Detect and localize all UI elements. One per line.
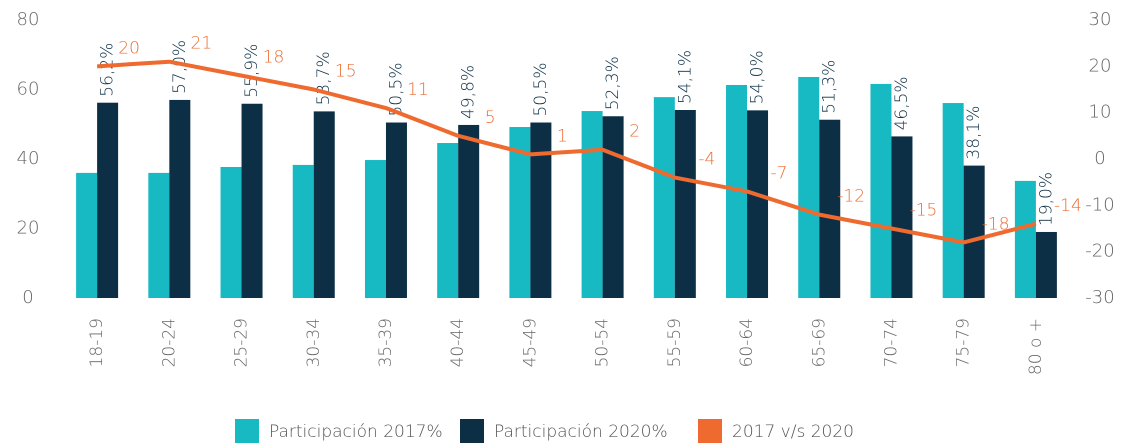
x-tick-label: 20-24 bbox=[159, 318, 179, 367]
bar bbox=[458, 124, 480, 298]
y2-tick-label: -30 bbox=[1085, 287, 1114, 308]
bar bbox=[942, 103, 964, 299]
x-tick-label: 45-49 bbox=[520, 318, 540, 367]
data-label: -15 bbox=[910, 201, 938, 221]
legend-swatch bbox=[235, 419, 259, 443]
legend-label: 2017 v/s 2020 bbox=[732, 422, 854, 442]
data-label: 21 bbox=[191, 34, 213, 54]
x-tick-label: 60-64 bbox=[737, 318, 757, 367]
x-tick-label: 25-29 bbox=[232, 318, 252, 367]
data-label: 18 bbox=[263, 48, 285, 68]
legend-label: Participación 2017% bbox=[269, 422, 443, 442]
data-label: 38,1% bbox=[964, 106, 984, 160]
bar bbox=[819, 119, 841, 298]
bar bbox=[76, 172, 98, 298]
bar bbox=[963, 165, 985, 298]
legend-swatch bbox=[698, 419, 722, 443]
data-label: 15 bbox=[335, 62, 357, 82]
x-tick-label: 18-19 bbox=[87, 318, 107, 367]
bar bbox=[798, 76, 820, 299]
data-label: -14 bbox=[1054, 196, 1082, 216]
data-label: 49,8% bbox=[459, 65, 479, 119]
bar bbox=[169, 99, 191, 298]
x-tick-label: 70-74 bbox=[881, 318, 901, 367]
y2-tick-label: -20 bbox=[1085, 241, 1114, 262]
bar bbox=[726, 84, 748, 298]
line bbox=[96, 59, 1037, 245]
bar bbox=[747, 110, 769, 298]
bar bbox=[674, 110, 696, 298]
data-label: 20 bbox=[118, 38, 140, 58]
legend-swatch bbox=[460, 419, 484, 443]
data-label: 53,7% bbox=[314, 51, 334, 105]
data-label: 55,9% bbox=[242, 44, 262, 98]
data-label: -4 bbox=[698, 150, 715, 170]
data-label: -12 bbox=[837, 187, 865, 207]
legend-label: Participación 2020% bbox=[494, 422, 668, 442]
data-label: 19,0% bbox=[1036, 172, 1056, 226]
data-label: 57,0% bbox=[170, 40, 190, 94]
data-label: -18 bbox=[982, 214, 1010, 234]
bar bbox=[148, 172, 170, 298]
x-tick-label: 35-39 bbox=[376, 318, 396, 367]
bar bbox=[602, 116, 624, 298]
bar bbox=[509, 127, 531, 298]
bar bbox=[97, 102, 119, 298]
x-tick-label: 65-69 bbox=[809, 318, 829, 367]
data-label: 50,5% bbox=[386, 62, 406, 116]
y-tick-label: 0 bbox=[22, 287, 33, 308]
y2-tick-label: 20 bbox=[1089, 55, 1112, 76]
bar bbox=[870, 83, 892, 298]
data-label: 1 bbox=[557, 126, 568, 146]
y2-tick-label: -10 bbox=[1085, 194, 1114, 215]
data-label: 51,3% bbox=[820, 60, 840, 114]
data-label: 5 bbox=[485, 108, 496, 128]
bar bbox=[530, 122, 552, 298]
data-label: 54,0% bbox=[748, 50, 768, 104]
data-label: 54,1% bbox=[675, 50, 695, 104]
bar bbox=[1014, 180, 1036, 298]
y2-tick-label: 0 bbox=[1094, 148, 1105, 169]
bar bbox=[581, 111, 603, 298]
data-label: -7 bbox=[771, 163, 788, 183]
bar bbox=[241, 103, 263, 298]
data-label: 52,3% bbox=[603, 56, 623, 110]
data-label: 46,5% bbox=[892, 76, 912, 130]
y-tick-label: 20 bbox=[17, 218, 40, 239]
x-tick-label: 30-34 bbox=[304, 318, 324, 367]
x-tick-label: 40-44 bbox=[448, 318, 468, 367]
bar bbox=[437, 143, 459, 298]
bar bbox=[653, 97, 675, 299]
y-tick-label: 80 bbox=[17, 9, 40, 30]
y-tick-label: 40 bbox=[17, 148, 40, 169]
data-label: 56,2% bbox=[98, 43, 118, 97]
y2-tick-label: 30 bbox=[1089, 9, 1112, 30]
bar bbox=[313, 111, 335, 298]
bar bbox=[385, 122, 407, 298]
bar bbox=[220, 166, 242, 298]
bar bbox=[891, 136, 913, 298]
x-tick-label: 80 o + bbox=[1026, 318, 1046, 375]
bar bbox=[292, 164, 314, 298]
y-tick-label: 60 bbox=[17, 79, 40, 100]
y2-tick-label: 10 bbox=[1089, 102, 1112, 123]
bar bbox=[1035, 231, 1057, 298]
data-label: 11 bbox=[407, 80, 429, 100]
x-tick-label: 75-79 bbox=[954, 318, 974, 367]
x-tick-label: 55-59 bbox=[665, 318, 685, 367]
data-label: 50,5% bbox=[531, 62, 551, 116]
data-label: 2 bbox=[629, 122, 640, 142]
x-tick-label: 50-54 bbox=[593, 318, 613, 367]
bar bbox=[364, 160, 386, 298]
